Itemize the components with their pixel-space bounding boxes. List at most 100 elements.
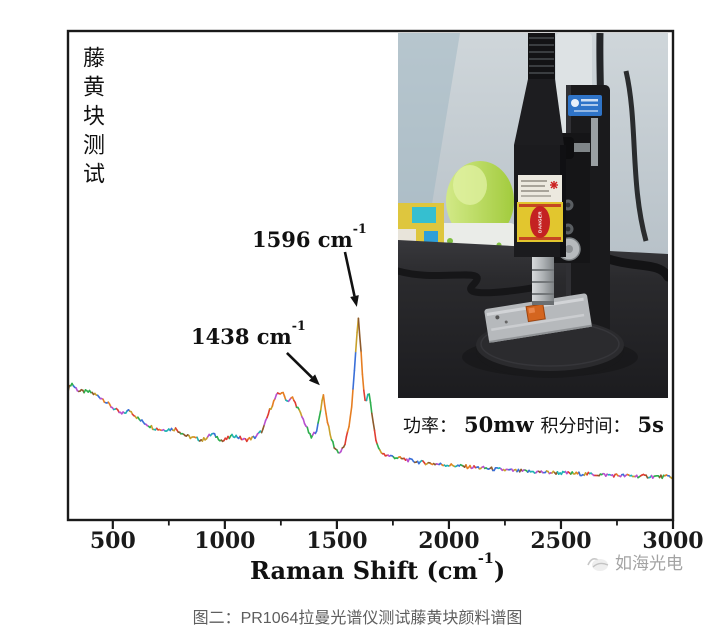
spectrum-segment bbox=[346, 425, 350, 433]
integration-label: 积分时间： bbox=[540, 416, 631, 437]
peak-label-text: 1438 cm bbox=[191, 324, 292, 349]
power-label: 功率： bbox=[403, 416, 457, 437]
x-tick-label: 1500 bbox=[306, 528, 367, 554]
dome-highlight-icon bbox=[453, 165, 487, 205]
ruhai-logo-icon bbox=[587, 557, 609, 571]
sticker-text-line bbox=[581, 99, 598, 102]
x-tick-label: 3000 bbox=[642, 528, 703, 554]
adjust-rod bbox=[591, 118, 598, 166]
table-cable-right bbox=[598, 252, 668, 282]
x-tick-label: 500 bbox=[90, 528, 136, 554]
spectrum-segment bbox=[327, 425, 332, 436]
peak-arrow bbox=[343, 251, 356, 297]
peak-label-sup: -1 bbox=[352, 220, 367, 236]
label-text-line bbox=[521, 185, 545, 187]
power-value: 50mw bbox=[464, 412, 534, 437]
peak-annotation-1438: 1438 cm-1 bbox=[191, 318, 306, 349]
spectrum-segment bbox=[369, 401, 373, 415]
peak-label-text: 1596 cm bbox=[252, 227, 353, 252]
danger-stripe bbox=[519, 204, 561, 207]
danger-stripe bbox=[519, 237, 561, 240]
spectrum-segment bbox=[373, 429, 377, 442]
acquisition-params: 功率： 50mw 积分时间： 5s bbox=[403, 412, 669, 438]
spectrum-segment bbox=[329, 433, 333, 441]
figure-caption: 图二：PR1064拉曼光谱仪测试藤黄块颜料谱图 bbox=[192, 610, 523, 627]
spectrum-segment bbox=[348, 416, 352, 428]
thumbscrew-center bbox=[565, 245, 573, 253]
foil-speck bbox=[495, 315, 500, 320]
spectrum-segment bbox=[318, 408, 322, 418]
socket-screw-center bbox=[565, 202, 571, 208]
peak-label-sup: -1 bbox=[291, 317, 306, 333]
tube-ring bbox=[532, 281, 554, 283]
spectrum-segment bbox=[361, 373, 365, 392]
x-tick-label: 1000 bbox=[194, 528, 255, 554]
danger-oval bbox=[530, 206, 550, 238]
spectrum-segment bbox=[306, 426, 310, 434]
spectrum-segment bbox=[354, 331, 358, 353]
socket-screw-center bbox=[565, 226, 571, 232]
peak-annotation-1596: 1596 cm-1 bbox=[252, 221, 367, 252]
watermark: 如海光电 bbox=[586, 549, 683, 574]
x-tick-label: 2000 bbox=[418, 528, 479, 554]
spectrum-segment bbox=[315, 422, 319, 432]
peak-arrowhead-icon bbox=[350, 295, 359, 307]
x-axis-label-close: ) bbox=[493, 556, 506, 585]
x-axis-label-sup: -1 bbox=[477, 549, 494, 567]
spectrum-segment bbox=[323, 404, 327, 415]
spectrum-segment bbox=[271, 400, 275, 407]
spectrum-segment bbox=[325, 413, 329, 424]
tube-tip bbox=[532, 301, 554, 305]
tube-ring bbox=[532, 269, 554, 271]
spectrum-segment bbox=[360, 351, 364, 376]
plot-frame bbox=[66, 29, 675, 522]
probe-neck bbox=[528, 33, 555, 79]
spectrum-segment bbox=[349, 405, 353, 418]
centrifuge-button bbox=[447, 238, 453, 244]
spectrum-segment bbox=[322, 394, 326, 407]
gamboge-sample bbox=[525, 303, 546, 323]
spectrum-segment bbox=[350, 388, 354, 408]
wall-cable bbox=[623, 70, 649, 242]
instrument-photo: DANGER bbox=[398, 33, 668, 398]
brand-logo-icon bbox=[571, 99, 579, 107]
tube-ring bbox=[532, 293, 554, 295]
laser-warning-label bbox=[518, 175, 562, 202]
sample-highlight bbox=[528, 307, 536, 314]
spectrum-segment bbox=[332, 440, 336, 449]
spectrum-segment bbox=[368, 393, 372, 404]
label-text-line bbox=[521, 195, 551, 197]
peak-arrow bbox=[286, 351, 313, 379]
label-text-line bbox=[521, 180, 547, 182]
kit-box-label bbox=[412, 207, 436, 223]
sticker-text-line bbox=[581, 104, 598, 106]
peak-arrowhead-icon bbox=[308, 374, 320, 386]
danger-text: DANGER bbox=[538, 211, 543, 233]
spectrum-segment bbox=[352, 369, 356, 390]
knob-screw bbox=[574, 143, 590, 152]
spectrum-segment bbox=[294, 401, 298, 409]
spectrum-segment bbox=[357, 317, 361, 337]
spectrum-segment bbox=[344, 436, 348, 446]
x-axis-label: Raman Shift (cm-1) bbox=[250, 550, 505, 585]
sticker-text-line bbox=[574, 110, 598, 112]
integration-value: 5s bbox=[637, 412, 664, 437]
x-axis-label-text: Raman Shift (cm bbox=[250, 556, 478, 585]
spectrum-segment bbox=[372, 421, 376, 432]
label-text-line bbox=[521, 190, 549, 192]
spectrum-segment bbox=[358, 334, 362, 353]
sample-slide bbox=[484, 293, 593, 343]
kit-box-sticker bbox=[424, 231, 438, 243]
spectrum-segment bbox=[317, 416, 321, 424]
series-title: 藤黄块测试 bbox=[79, 46, 104, 191]
spectrum-segment bbox=[353, 350, 357, 372]
x-tick-label: 2500 bbox=[530, 528, 591, 554]
probe-taper bbox=[514, 79, 564, 145]
foil-speck bbox=[504, 320, 508, 324]
spectrum-segment bbox=[319, 399, 323, 411]
laser-star-icon bbox=[550, 181, 558, 189]
probe-neck-ribs bbox=[529, 37, 554, 74]
probe-body-shadow bbox=[560, 145, 566, 257]
spectrum-segment bbox=[365, 393, 369, 402]
